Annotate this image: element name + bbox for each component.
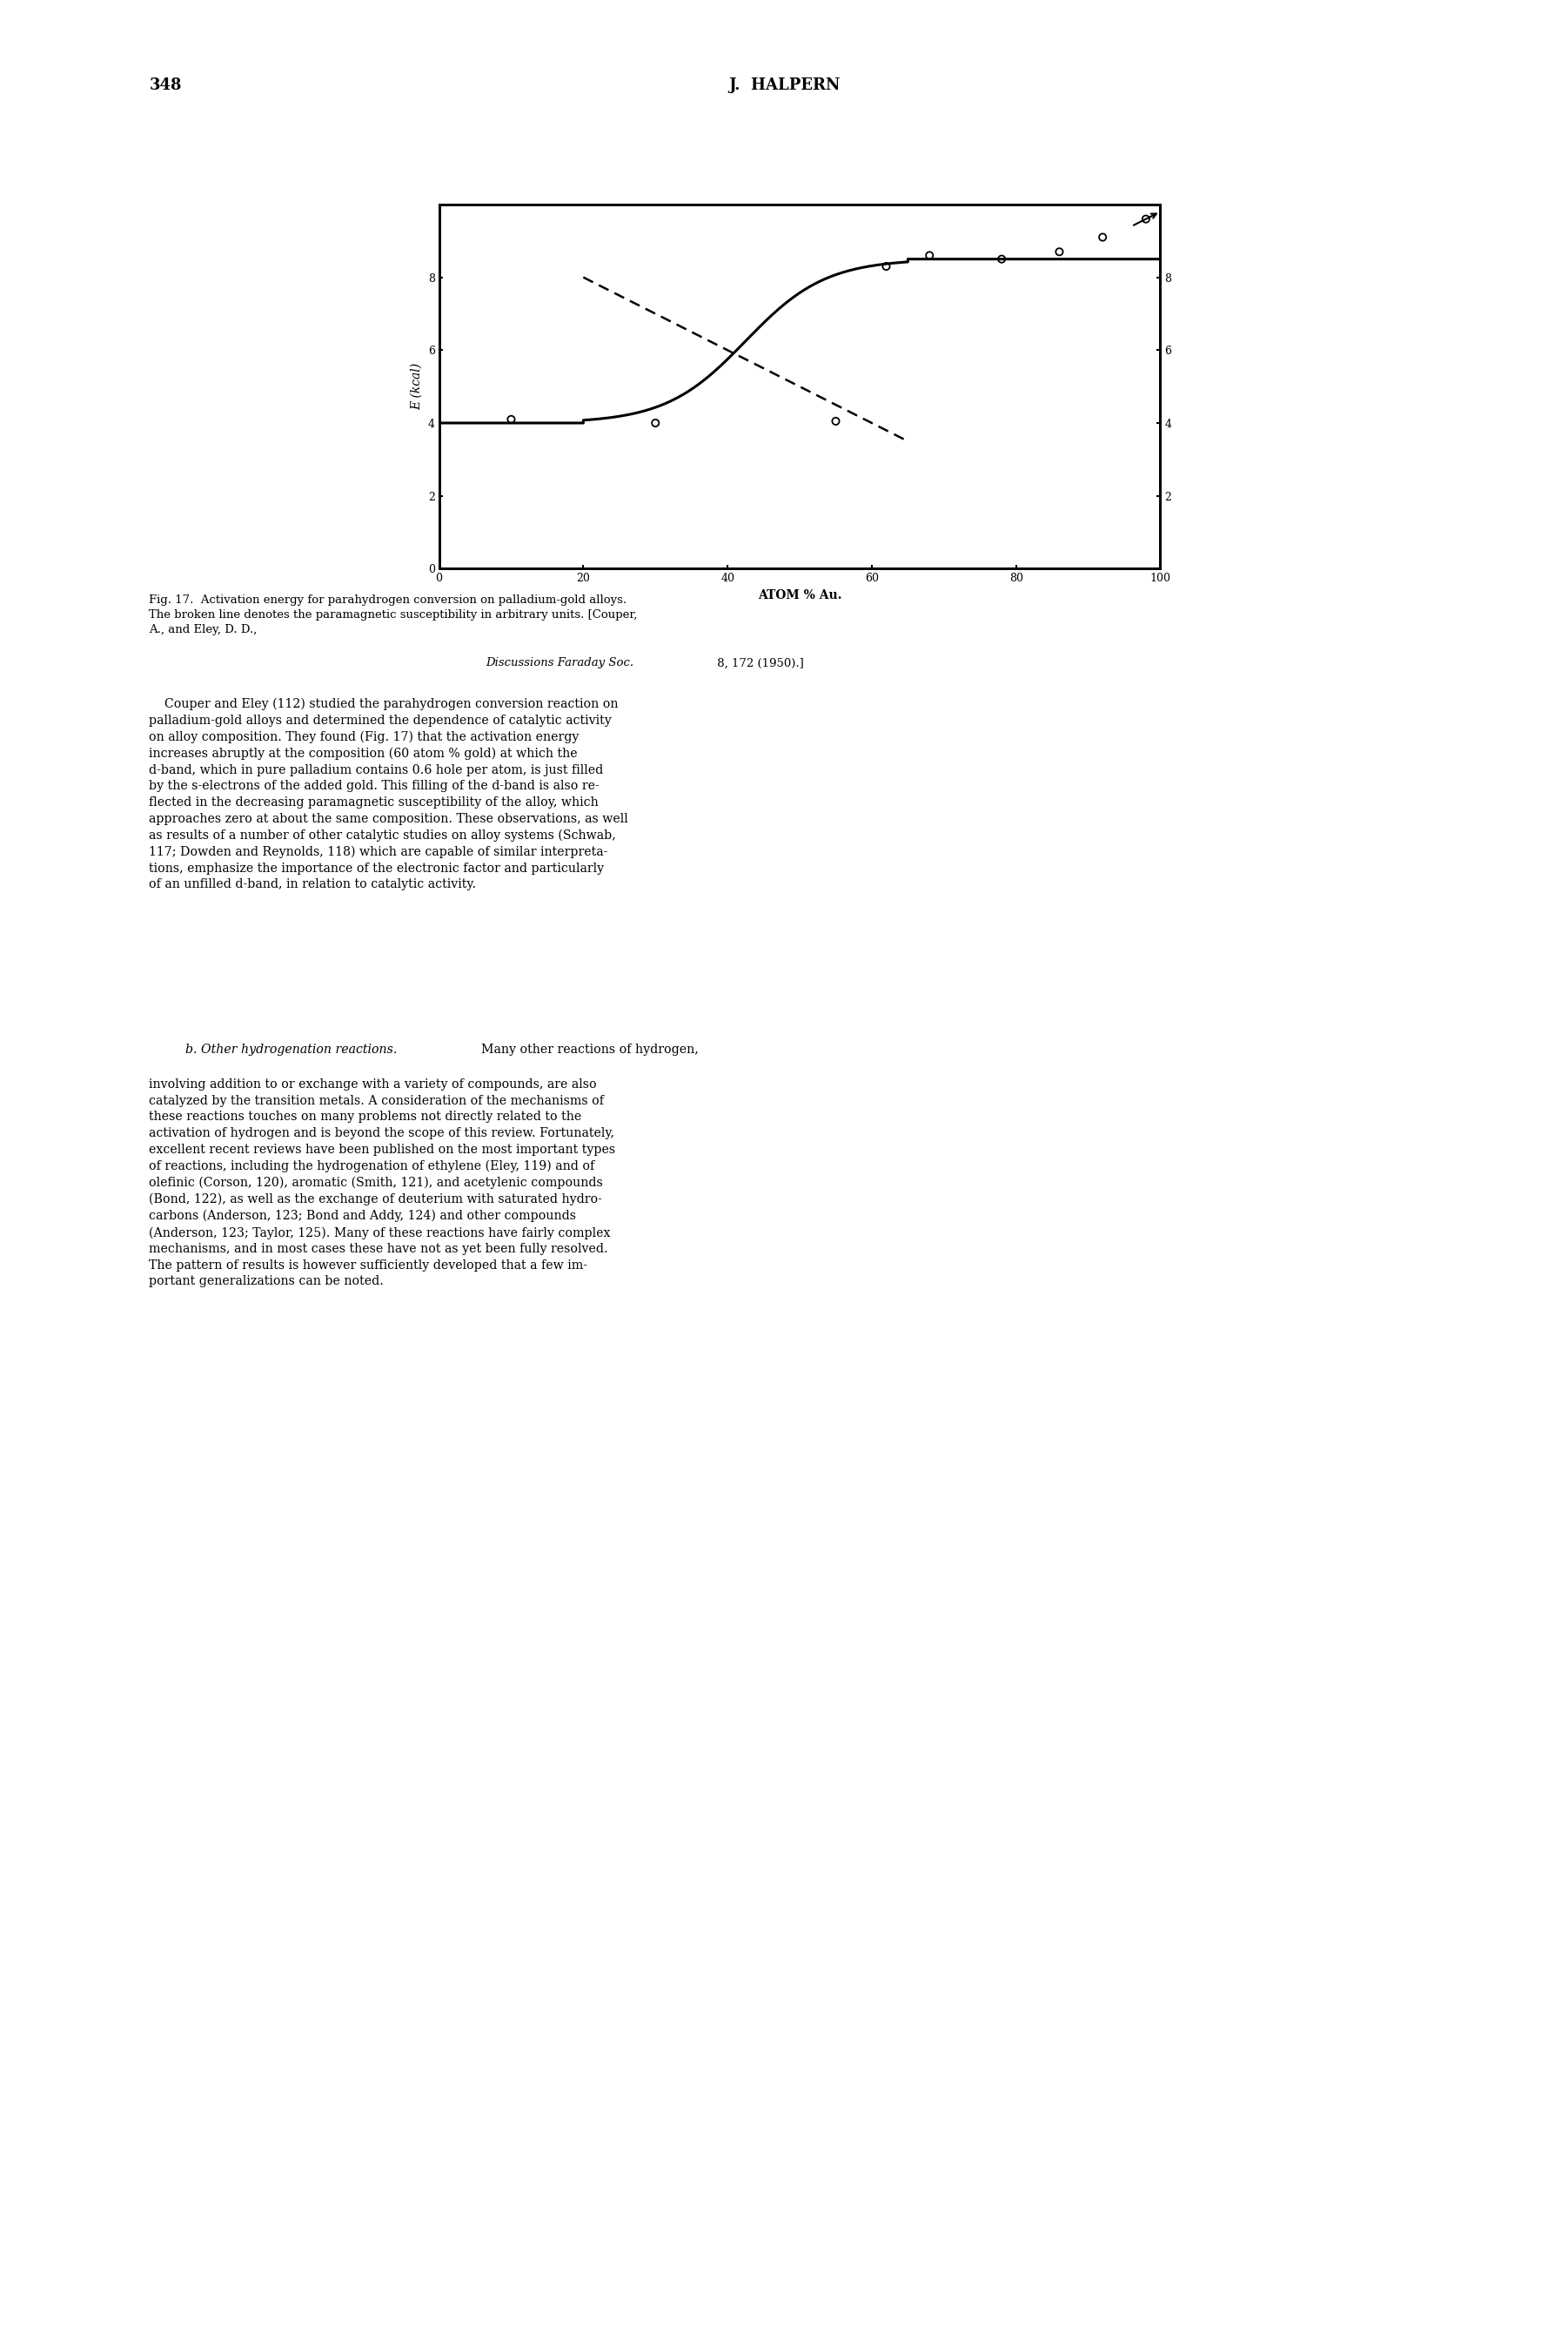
Y-axis label: E (kcal): E (kcal): [411, 362, 423, 411]
Point: [1134, 200, 1159, 237]
Text: Couper and Eley (112) studied the parahydrogen conversion reaction on
palladium-: Couper and Eley (112) studied the parahy…: [149, 698, 629, 891]
Point: [499, 400, 524, 437]
Point: [1090, 219, 1115, 256]
Text: Many other reactions of hydrogen,: Many other reactions of hydrogen,: [474, 1043, 699, 1055]
Point: [643, 404, 668, 442]
Point: [989, 240, 1014, 277]
Point: [823, 402, 848, 439]
Text: Fig. 17.  Activation energy for parahydrogen conversion on palladium-gold alloys: Fig. 17. Activation energy for parahydro…: [149, 595, 638, 635]
Text: 348: 348: [149, 78, 182, 94]
Text: J.  HALPERN: J. HALPERN: [728, 78, 840, 94]
Text: Discussions Faraday Soc.: Discussions Faraday Soc.: [486, 658, 633, 670]
Text: 8, 172 (1950).]: 8, 172 (1950).]: [713, 658, 804, 670]
Text: involving addition to or exchange with a variety of compounds, are also
catalyze: involving addition to or exchange with a…: [149, 1079, 616, 1288]
Point: [1047, 233, 1073, 270]
Text: b. Other hydrogenation reactions.: b. Other hydrogenation reactions.: [185, 1043, 397, 1055]
Point: [917, 237, 942, 275]
Point: [873, 247, 898, 284]
X-axis label: ATOM % Au.: ATOM % Au.: [757, 590, 842, 602]
